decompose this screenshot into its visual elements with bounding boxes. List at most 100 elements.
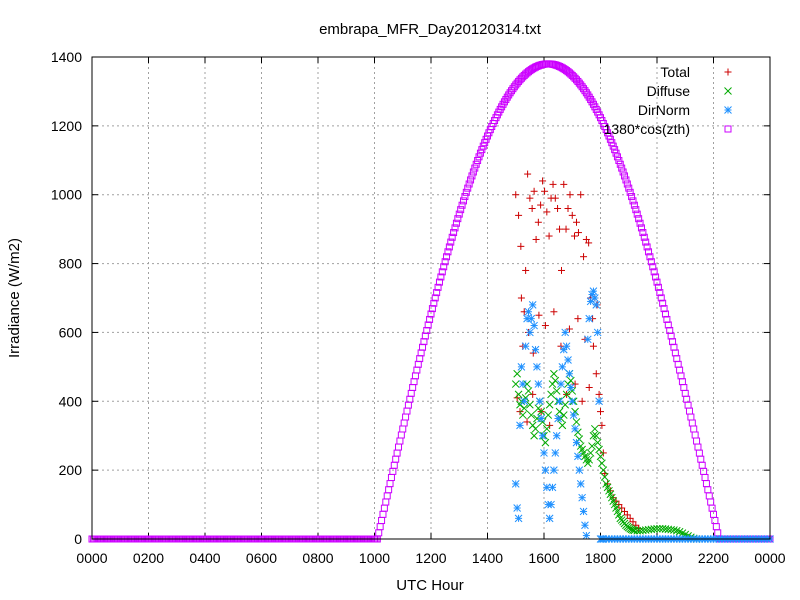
total-point	[551, 194, 559, 202]
diffuse-point	[514, 390, 523, 399]
cos-zth-point-stroke	[637, 224, 645, 232]
dirnorm-point	[555, 397, 564, 406]
diffuse-point-stroke	[531, 424, 540, 433]
dirnorm-point-stroke	[576, 480, 585, 488]
cos-zth-point	[657, 294, 665, 302]
cos-zth-point	[424, 321, 432, 329]
total-point	[574, 229, 582, 237]
diffuse-point	[593, 438, 602, 447]
total-point	[564, 204, 572, 212]
total-point	[556, 225, 564, 233]
dirnorm-point-stroke	[562, 342, 571, 351]
cos-zth-point-stroke	[461, 193, 469, 201]
cos-zth-point-stroke	[623, 180, 631, 188]
dirnorm-point-stroke	[595, 397, 603, 406]
dirnorm-point-stroke	[530, 321, 538, 330]
diffuse-point-stroke	[551, 376, 560, 385]
total-point	[543, 208, 551, 216]
dirnorm-point-stroke	[578, 493, 586, 502]
cos-zth-point-stroke	[616, 160, 624, 168]
cos-zth-point-stroke	[427, 310, 435, 318]
dirnorm-point	[585, 314, 594, 323]
cos-zth-point	[623, 180, 631, 188]
diffuse-point-stroke	[576, 442, 585, 450]
cos-zth-point	[426, 315, 434, 323]
total-point	[578, 397, 586, 405]
y-axis-label: Irradiance (W/m2)	[6, 238, 23, 358]
y-tick-label: 400	[59, 393, 83, 409]
dirnorm-point	[552, 431, 561, 440]
cos-zth-point-stroke	[653, 278, 661, 286]
cos-zth-point-stroke	[437, 273, 445, 281]
diffuse-point-stroke	[568, 387, 577, 395]
dirnorm-point	[521, 342, 530, 351]
diffuse-point-stroke	[596, 452, 605, 461]
dirnorm-point	[526, 328, 534, 337]
y-tick-label: 800	[59, 256, 83, 272]
dirnorm-point-stroke	[581, 521, 589, 530]
diffuse-point	[513, 369, 522, 378]
total-point	[598, 421, 606, 429]
diffuse-point-stroke	[629, 526, 637, 534]
diffuse-point	[530, 431, 538, 440]
dirnorm-point	[576, 480, 585, 488]
dirnorm-point-stroke	[550, 466, 558, 474]
cos-zth-point	[661, 310, 669, 318]
diffuse-point-stroke	[603, 483, 612, 492]
total-point	[585, 239, 593, 247]
diffuse-point-stroke	[613, 507, 622, 516]
cos-zth-point-stroke	[445, 243, 453, 251]
cos-zth-point	[454, 215, 462, 223]
x-tick-label: 1000	[359, 550, 390, 566]
total-point	[592, 370, 600, 378]
cos-zth-point-stroke	[471, 164, 479, 172]
grid-lines	[92, 57, 770, 539]
cos-zth-point	[441, 258, 449, 266]
dirnorm-point-stroke	[548, 483, 557, 492]
dirnorm-point	[548, 483, 557, 492]
cos-zth-point-stroke	[430, 299, 438, 307]
dirnorm-point	[582, 531, 591, 540]
dirnorm-point	[592, 301, 601, 309]
total-point	[534, 218, 542, 226]
diffuse-point	[551, 376, 560, 385]
cos-zth-point	[459, 197, 467, 205]
diffuse-point	[561, 400, 570, 409]
dirnorm-point	[547, 500, 555, 509]
cos-zth-point-stroke	[625, 184, 633, 192]
cos-zth-point	[618, 164, 626, 172]
cos-zth-point-stroke	[659, 299, 667, 307]
diffuse-point-stroke	[530, 431, 538, 440]
cos-zth-point	[434, 283, 442, 291]
cos-zth-point-stroke	[457, 206, 465, 214]
y-tick-label: 200	[59, 462, 83, 478]
total-point	[529, 390, 537, 398]
cos-zth-point	[622, 176, 630, 184]
total-point	[589, 342, 597, 350]
cos-zth-point	[458, 201, 466, 209]
dirnorm-point-stroke	[513, 504, 522, 512]
cos-zth-point	[428, 305, 436, 313]
total-point	[604, 480, 612, 488]
diffuse-point-stroke	[672, 526, 681, 535]
cos-zth-point-stroke	[660, 305, 668, 313]
cos-zth-point	[435, 278, 443, 286]
diffuse-point-stroke	[572, 418, 581, 426]
cos-zth-point	[475, 153, 483, 161]
total-point	[541, 322, 549, 330]
diffuse-point	[566, 376, 575, 385]
dirnorm-point-stroke	[554, 414, 562, 423]
diffuse-point	[552, 387, 561, 395]
diffuse-point	[537, 407, 546, 416]
cos-zth-point	[636, 219, 644, 227]
legend-marker-stroke	[724, 125, 732, 133]
total-point	[517, 294, 525, 302]
x-axis-label: UTC Hour	[396, 577, 464, 594]
dirnorm-point-stroke	[569, 411, 578, 419]
dirnorm-point	[593, 328, 602, 337]
x-tick-label: 0000	[76, 550, 107, 566]
diffuse-point	[541, 438, 550, 447]
dirnorm-point	[583, 335, 592, 344]
